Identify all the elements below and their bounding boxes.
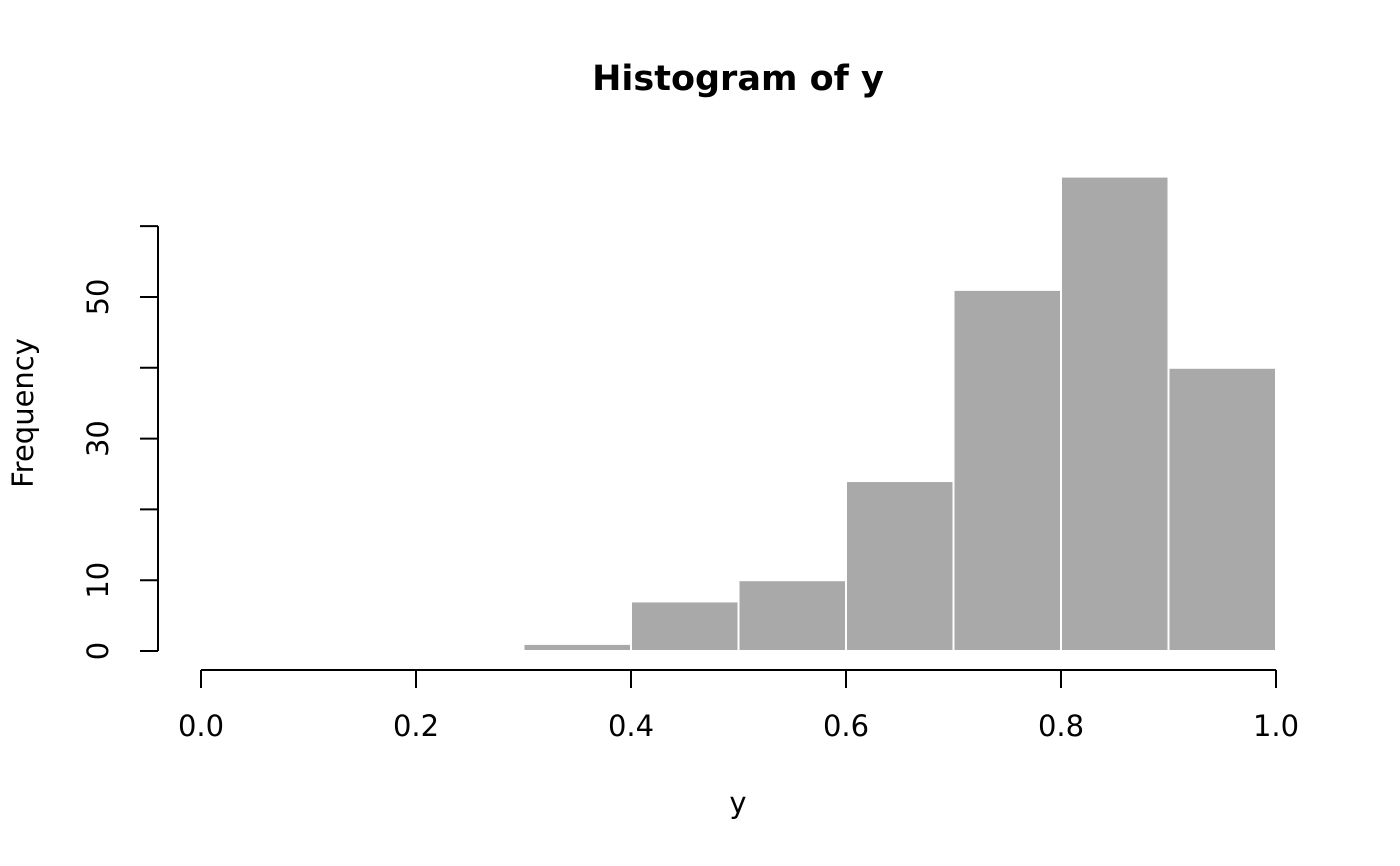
bar [737, 579, 847, 652]
chart-title: Histogram of y [592, 59, 884, 99]
x-tick-label: 0.4 [608, 709, 654, 743]
x-tick-label: 0.2 [393, 709, 439, 743]
bar [1167, 366, 1277, 652]
bar [630, 600, 740, 652]
bar [845, 480, 955, 652]
x-tick-label: 1.0 [1253, 709, 1299, 743]
x-axis-label: y [729, 786, 746, 820]
x-tick-label: 0.6 [823, 709, 869, 743]
bar [952, 288, 1062, 652]
y-tick-label: 0 [81, 642, 115, 660]
x-tick-label: 0.8 [1038, 709, 1084, 743]
y-tick-label: 10 [81, 562, 115, 599]
y-tick-label: 50 [81, 279, 115, 316]
bar [1060, 175, 1170, 652]
x-tick-label: 0.0 [178, 709, 224, 743]
bar [522, 642, 632, 652]
y-tick-label: 30 [81, 420, 115, 457]
y-axis-label: Frequency [6, 338, 40, 488]
